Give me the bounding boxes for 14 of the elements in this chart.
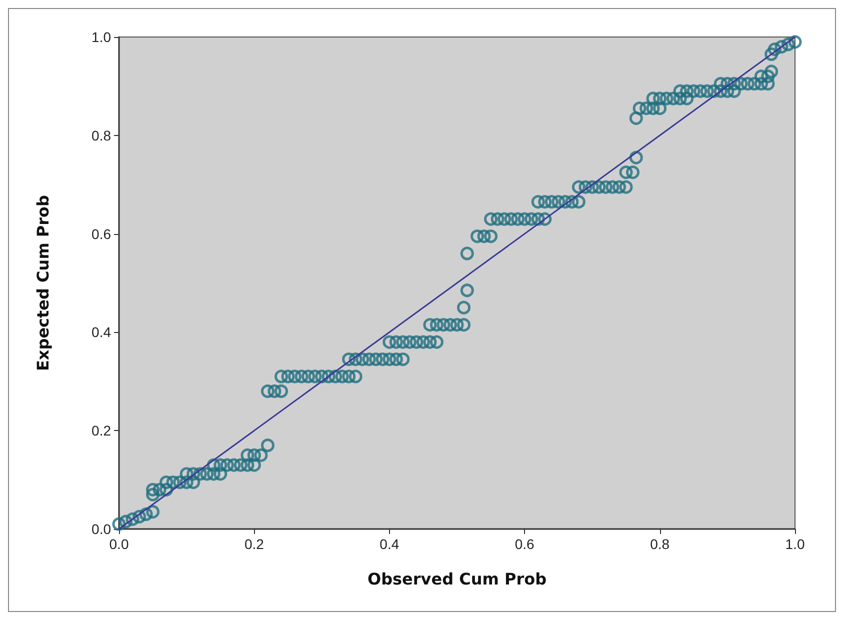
x-tick-label: 0.6 <box>514 536 535 552</box>
y-tick-label: 0.4 <box>92 324 112 340</box>
y-tick-label: 0.8 <box>92 127 112 144</box>
y-tick-label: 0.0 <box>92 521 112 537</box>
y-tick-label: 1.0 <box>92 29 112 45</box>
x-tick-label: 0.8 <box>650 536 670 552</box>
x-tick-label: 0.0 <box>109 536 129 552</box>
y-axis-title: Expected Cum Prob <box>34 195 52 371</box>
x-axis-title: Observed Cum Prob <box>367 570 547 588</box>
y-tick-label: 0.2 <box>92 422 112 439</box>
x-tick-label: 1.0 <box>785 536 805 552</box>
x-tick-label: 0.4 <box>380 536 400 552</box>
y-tick-label: 0.6 <box>92 226 112 242</box>
x-tick-label: 0.2 <box>244 536 264 552</box>
